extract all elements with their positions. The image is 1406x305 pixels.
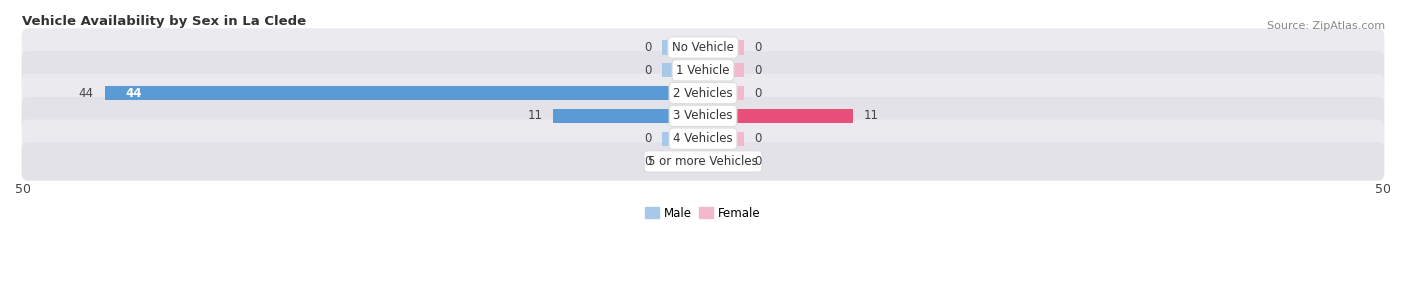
Bar	[554, 109, 703, 123]
Text: 44: 44	[79, 87, 94, 100]
FancyBboxPatch shape	[21, 120, 1385, 158]
FancyBboxPatch shape	[21, 51, 1385, 89]
Text: No Vehicle: No Vehicle	[672, 41, 734, 54]
FancyBboxPatch shape	[21, 97, 1385, 135]
Bar	[703, 41, 744, 55]
Text: 5 or more Vehicles: 5 or more Vehicles	[648, 155, 758, 168]
Bar	[662, 154, 703, 169]
Text: 44: 44	[125, 87, 142, 100]
Legend: Male, Female: Male, Female	[641, 202, 765, 224]
Text: 0: 0	[644, 41, 651, 54]
Text: 0: 0	[644, 64, 651, 77]
FancyBboxPatch shape	[21, 74, 1385, 112]
Text: 0: 0	[644, 132, 651, 145]
Bar	[703, 154, 744, 169]
Bar	[703, 132, 744, 146]
Text: 11: 11	[863, 109, 879, 122]
FancyBboxPatch shape	[21, 142, 1385, 181]
Bar	[104, 86, 703, 100]
Bar	[662, 132, 703, 146]
FancyBboxPatch shape	[21, 28, 1385, 67]
Text: 2 Vehicles: 2 Vehicles	[673, 87, 733, 100]
Text: 0: 0	[755, 132, 762, 145]
Text: 4 Vehicles: 4 Vehicles	[673, 132, 733, 145]
Text: 1 Vehicle: 1 Vehicle	[676, 64, 730, 77]
Text: 11: 11	[527, 109, 543, 122]
Bar	[662, 63, 703, 77]
Text: 0: 0	[755, 155, 762, 168]
Text: 3 Vehicles: 3 Vehicles	[673, 109, 733, 122]
Bar	[703, 86, 744, 100]
Text: 0: 0	[755, 41, 762, 54]
Text: 0: 0	[755, 87, 762, 100]
Text: Source: ZipAtlas.com: Source: ZipAtlas.com	[1267, 21, 1385, 31]
Bar	[662, 41, 703, 55]
Bar	[703, 63, 744, 77]
Text: 0: 0	[644, 155, 651, 168]
Text: Vehicle Availability by Sex in La Clede: Vehicle Availability by Sex in La Clede	[21, 15, 305, 28]
Text: 0: 0	[755, 64, 762, 77]
Bar	[703, 109, 852, 123]
